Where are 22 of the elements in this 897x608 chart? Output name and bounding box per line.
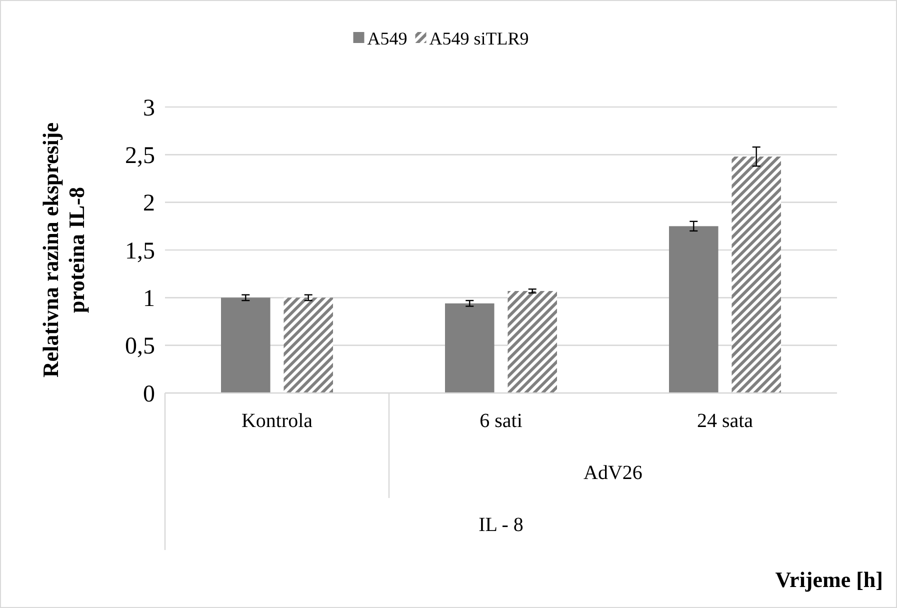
text: AdV26 (584, 462, 642, 484)
y-tick-label: 3 (143, 95, 155, 122)
y-axis-title: Relativna razina ekspresije proteina IL-8 (38, 122, 89, 378)
x-tick-label: Kontrola (241, 410, 313, 432)
bar (445, 303, 494, 393)
x-tick-label: 6 sati (480, 410, 523, 432)
x-tick-label: 24 sata (696, 410, 754, 432)
bar (284, 298, 333, 393)
y-tick-label: 1,5 (125, 238, 155, 264)
text: IL - 8 (478, 514, 524, 536)
y-tick-label: 2,5 (125, 143, 155, 170)
y-tick-label: 0,5 (125, 334, 155, 360)
legend-label: A549 siTLR9 (429, 28, 529, 48)
y-tick-label: 1 (143, 286, 155, 312)
y-tick-label: 2 (143, 190, 155, 217)
bar (732, 156, 781, 393)
text: Vrijeme [h] (775, 567, 883, 592)
y-tick-label: 0 (143, 381, 155, 408)
bar (221, 298, 270, 393)
bar (508, 290, 557, 393)
legend-label: A549 (367, 28, 408, 48)
bar (669, 226, 718, 393)
